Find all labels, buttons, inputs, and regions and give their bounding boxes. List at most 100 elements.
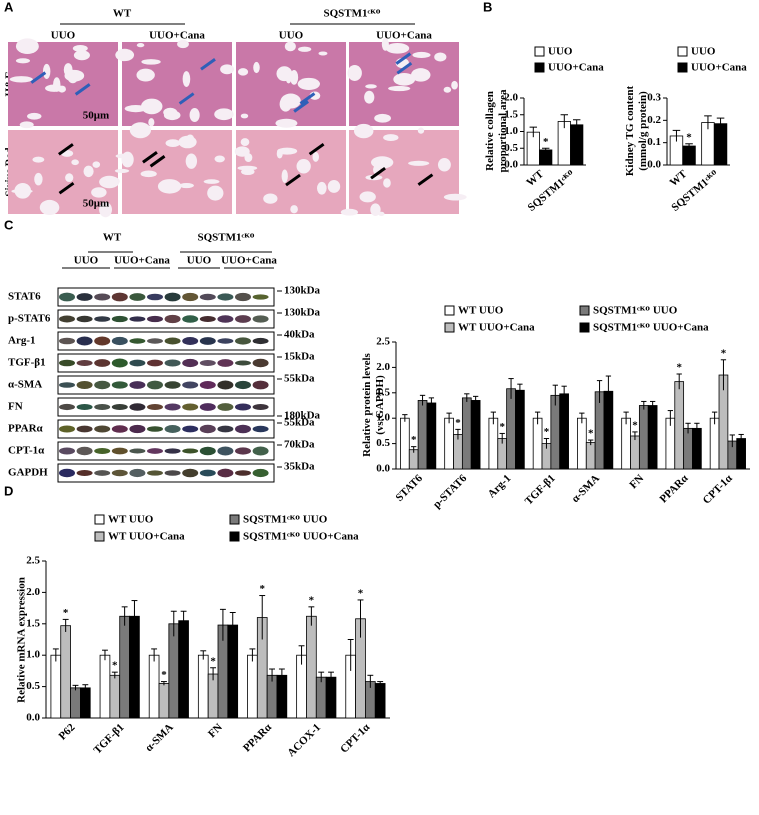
size-marker: 40kDa [284, 329, 315, 341]
tissue-lumen [91, 187, 107, 198]
blot-band [199, 381, 216, 389]
tissue-lumen [115, 153, 133, 159]
significance-mark: * [588, 428, 594, 440]
size-marker: 15kDa [284, 351, 315, 363]
tissue-lumen [443, 193, 467, 201]
bar [158, 683, 170, 719]
tissue-lumen [276, 66, 293, 82]
blot-band [182, 468, 199, 478]
bar [207, 673, 219, 719]
significance-mark: * [259, 583, 265, 595]
column-label: UUO+Cana [376, 30, 432, 42]
x-tick-label: p-STAT6 [431, 472, 470, 511]
legend-label: UUO+Cana [691, 62, 747, 74]
arrow [417, 173, 434, 186]
scale-bar: 50μm [83, 198, 109, 210]
legend-swatch [579, 305, 590, 316]
blot-band [94, 404, 111, 410]
arrow [396, 61, 413, 75]
tissue-lumen [280, 93, 301, 109]
tissue-lumen [383, 134, 399, 142]
legend-swatch [229, 514, 240, 525]
y-tick-label: 0.0 [504, 159, 518, 171]
y-tick-label: 1.0 [504, 125, 518, 137]
protein-label: TGF-β1 [8, 357, 46, 369]
bar [247, 654, 258, 719]
blot-band [111, 425, 128, 433]
blot-band [147, 338, 163, 344]
x-tick-label: CPT-1α [338, 721, 373, 756]
blot-band [252, 468, 269, 478]
bar [417, 400, 428, 470]
x-tick-label: PPARα [658, 472, 692, 506]
y-tick-label: 1.0 [26, 649, 40, 661]
tissue-lumen [182, 71, 191, 87]
x-tick-label: TGF-β1 [92, 721, 127, 756]
bar [506, 388, 516, 470]
blot-band [217, 446, 234, 456]
blot-band [199, 316, 216, 322]
blot-band [147, 403, 163, 411]
tissue-lumen [19, 121, 34, 129]
blot-band [94, 316, 111, 322]
tissue-lumen [276, 149, 283, 159]
bar [461, 397, 472, 470]
blot-band [164, 381, 181, 389]
y-tick-label: 0.0 [647, 159, 661, 171]
tissue-lumen [347, 65, 362, 81]
bar [559, 393, 569, 470]
blot-band [94, 448, 111, 454]
bar [570, 124, 584, 166]
bar [713, 123, 728, 166]
blot-band [182, 358, 199, 368]
panel-label: D [4, 483, 13, 498]
protein-label: GAPDH [8, 467, 48, 479]
protein-label: p-STAT6 [8, 313, 51, 325]
blot-band [76, 293, 93, 301]
tissue-lumen [9, 76, 33, 83]
arrow [58, 181, 75, 195]
blot-band [147, 315, 163, 323]
bar [178, 620, 189, 719]
panel-label: A [4, 0, 14, 14]
tissue-lumen [64, 69, 85, 82]
bar [80, 687, 91, 719]
column-label: UUO [74, 255, 99, 267]
tissue-lumen [83, 165, 94, 178]
tissue-lumen [214, 155, 225, 163]
blot-band [129, 403, 146, 411]
legend-swatch [534, 62, 545, 73]
bar [682, 145, 696, 166]
protein-label: STAT6 [8, 291, 41, 303]
legend-label: SQSTM1ᶜᴷᴼ UUO+Cana [593, 322, 709, 334]
legend-label: WT UUO+Cana [108, 531, 185, 543]
legend-swatch [229, 531, 240, 542]
tissue-lumen [410, 68, 431, 82]
bar [168, 623, 180, 719]
blot-band [129, 293, 146, 301]
legend-label: SQSTM1ᶜᴷᴼ UUO+Cana [243, 531, 359, 543]
tissue-lumen [244, 153, 253, 163]
tissue-lumen [214, 108, 234, 121]
y-tick-label: 2.0 [504, 92, 518, 104]
blot-band [235, 337, 251, 345]
bar [709, 417, 720, 470]
legend-label: UUO+Cana [548, 62, 604, 74]
y-tick-label: 0.1 [647, 136, 661, 148]
blot-band [147, 359, 163, 367]
y-axis-label: Kidney TG content [624, 86, 636, 177]
x-tick-label: TGF-β1 [523, 472, 558, 507]
bar [539, 149, 553, 166]
tissue-lumen [290, 70, 299, 85]
blot-band [129, 424, 146, 434]
tissue-lumen [178, 135, 197, 149]
blot-band [164, 448, 181, 454]
tissue-lumen [364, 90, 375, 104]
tissue-lumen [353, 123, 374, 139]
significance-mark: * [309, 594, 315, 606]
legend-label: WT UUO [458, 305, 504, 317]
tissue-lumen [284, 41, 296, 52]
bar [426, 402, 437, 470]
size-marker: 130kDa [284, 285, 321, 297]
bar [276, 674, 288, 719]
